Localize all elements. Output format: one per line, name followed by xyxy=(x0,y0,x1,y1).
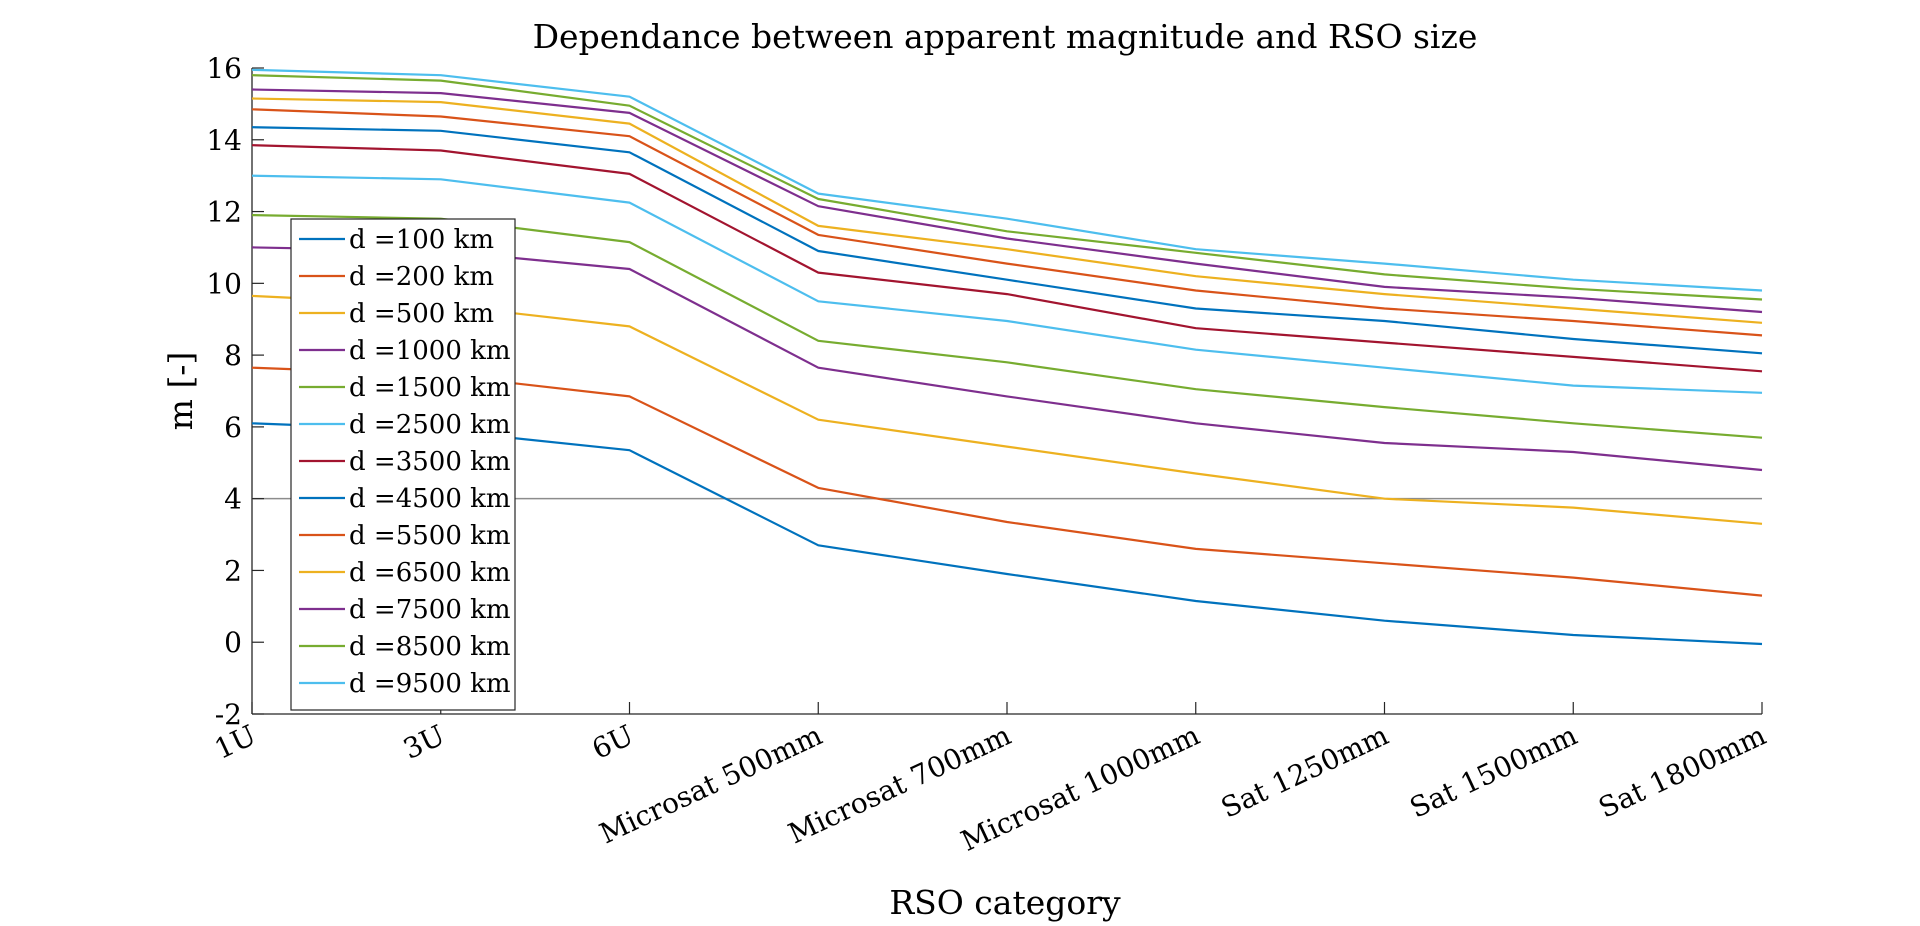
legend-label: d =6500 km xyxy=(349,558,511,588)
series-line-9 xyxy=(251,108,1763,337)
y-tick-label: 6 xyxy=(224,411,242,444)
x-tick-label: Sat 1500mm xyxy=(1405,718,1582,824)
legend-label: d =8500 km xyxy=(349,632,511,662)
legend-box xyxy=(290,218,516,711)
x-tick-label: Sat 1250mm xyxy=(1216,718,1393,824)
y-tick-label: -2 xyxy=(215,698,242,731)
legend-label: d =500 km xyxy=(349,299,494,329)
legend-label: d =2500 km xyxy=(349,410,511,440)
y-tick-label: 14 xyxy=(206,124,242,157)
legend-label: d =4500 km xyxy=(349,484,511,514)
x-tick-label: 3U xyxy=(398,718,449,765)
legend: d =100 km d =200 km d =500 km d =1000 km d =… xyxy=(290,218,516,711)
legend-label: d =3500 km xyxy=(349,447,511,477)
y-tick-label: 16 xyxy=(206,52,242,85)
legend-label: d =5500 km xyxy=(349,521,511,551)
series-line-13 xyxy=(251,68,1763,292)
series-line-12 xyxy=(251,74,1763,301)
y-tick-label: 12 xyxy=(206,196,242,229)
y-tick-label: 10 xyxy=(206,267,242,300)
x-tick-label: Sat 1800mm xyxy=(1594,718,1771,824)
chart-title: Dependance between apparent magnitude an… xyxy=(533,17,1478,56)
y-axis-label: m [-] xyxy=(161,352,200,431)
y-tick-label: 8 xyxy=(224,339,242,372)
y-tick-label: 0 xyxy=(224,626,242,659)
series-line-7 xyxy=(251,144,1763,373)
series-line-8 xyxy=(251,126,1763,355)
y-tick-label: 4 xyxy=(224,483,242,516)
legend-label: d =1000 km xyxy=(349,336,511,366)
series-line-11 xyxy=(251,88,1763,314)
x-axis-label: RSO category xyxy=(889,883,1121,922)
series-line-10 xyxy=(251,97,1763,324)
legend-label: d =1500 km xyxy=(349,373,511,403)
legend-label: d =9500 km xyxy=(349,669,511,699)
legend-label: d =100 km xyxy=(349,225,494,255)
x-tick-label: 6U xyxy=(587,718,638,765)
legend-label: d =7500 km xyxy=(349,595,511,625)
legend-label: d =200 km xyxy=(349,262,494,292)
series-line-6 xyxy=(251,174,1763,394)
y-tick-label: 2 xyxy=(224,554,242,587)
